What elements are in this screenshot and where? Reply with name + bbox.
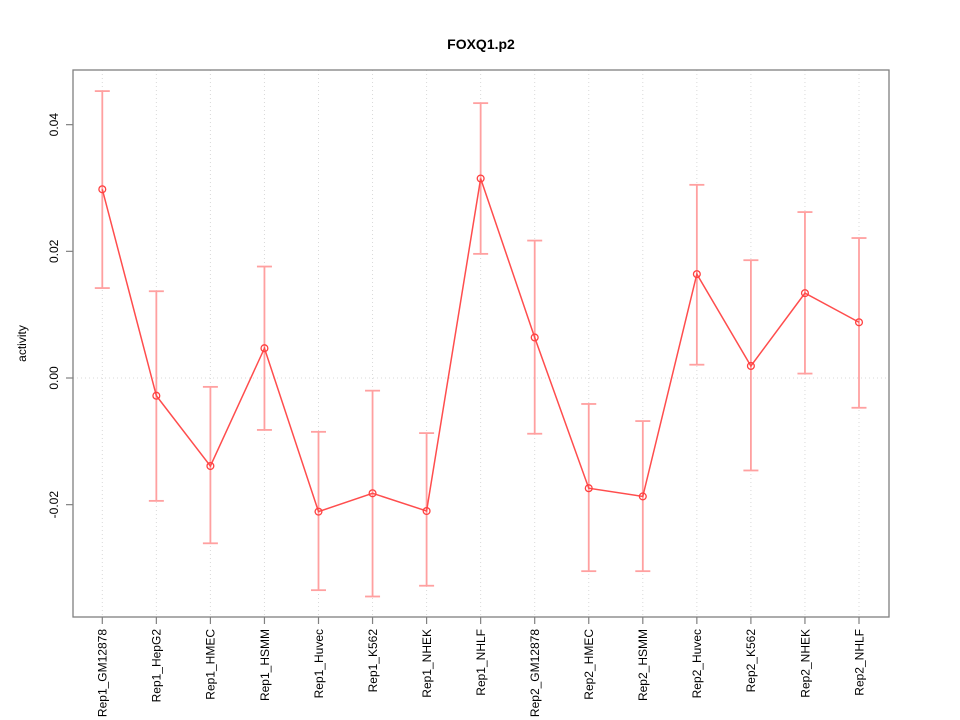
y-axis-label: activity (15, 325, 29, 362)
x-tick-label: Rep1_NHEK (420, 629, 434, 698)
data-point-marker (746, 361, 755, 371)
data-point-marker (206, 461, 215, 471)
x-tick-label: Rep2_NHEK (798, 629, 812, 698)
data-point-marker (692, 270, 701, 279)
data-point-marker (314, 507, 323, 516)
x-tick-label: Rep2_HMEC (582, 629, 596, 700)
y-tick-label: 0.04 (47, 113, 61, 137)
y-tick-label: 0.00 (47, 366, 61, 390)
data-point-marker (260, 344, 269, 353)
series-line (101, 178, 860, 513)
data-point-marker (800, 289, 809, 298)
x-tick-label: Rep1_HSMM (258, 629, 272, 701)
ticks-layer: Rep1_GM12878 Rep1_HepG2 Rep1_HMEC Rep1_HSMM… (47, 113, 866, 717)
data-point-marker (476, 174, 485, 183)
x-tick-label: Rep1_NHLF (474, 629, 488, 696)
x-tick-label: Rep2_GM12878 (528, 629, 542, 717)
data-point-marker (368, 489, 377, 498)
x-tick-label: Rep1_HepG2 (150, 629, 164, 703)
x-tick-label: Rep1_K562 (366, 629, 380, 693)
x-tick-label: Rep1_HMEC (204, 629, 218, 700)
error-bar (851, 237, 867, 409)
chart-title: FOXQ1.p2 (447, 36, 515, 52)
data-point-marker (422, 506, 431, 516)
data-point-marker (854, 318, 864, 327)
y-tick-label: -0.02 (47, 491, 61, 519)
x-tick-label: Rep2_NHLF (852, 629, 866, 696)
x-tick-label: Rep2_K562 (744, 629, 758, 693)
data-point-marker (530, 333, 539, 342)
data-points-layer (98, 174, 864, 516)
data-point-marker (98, 185, 107, 194)
y-tick-label: 0.02 (47, 239, 61, 263)
x-tick-label: Rep1_Huvec (312, 629, 326, 698)
x-tick-label: Rep2_HSMM (636, 629, 650, 701)
x-tick-label: Rep2_Huvec (690, 629, 704, 698)
data-point-marker (638, 492, 647, 501)
data-point-marker (584, 484, 593, 493)
data-point-marker (152, 391, 161, 400)
series-line-layer (101, 178, 860, 513)
gridlines-layer (73, 70, 889, 617)
x-tick-label: Rep1_GM12878 (96, 629, 110, 717)
